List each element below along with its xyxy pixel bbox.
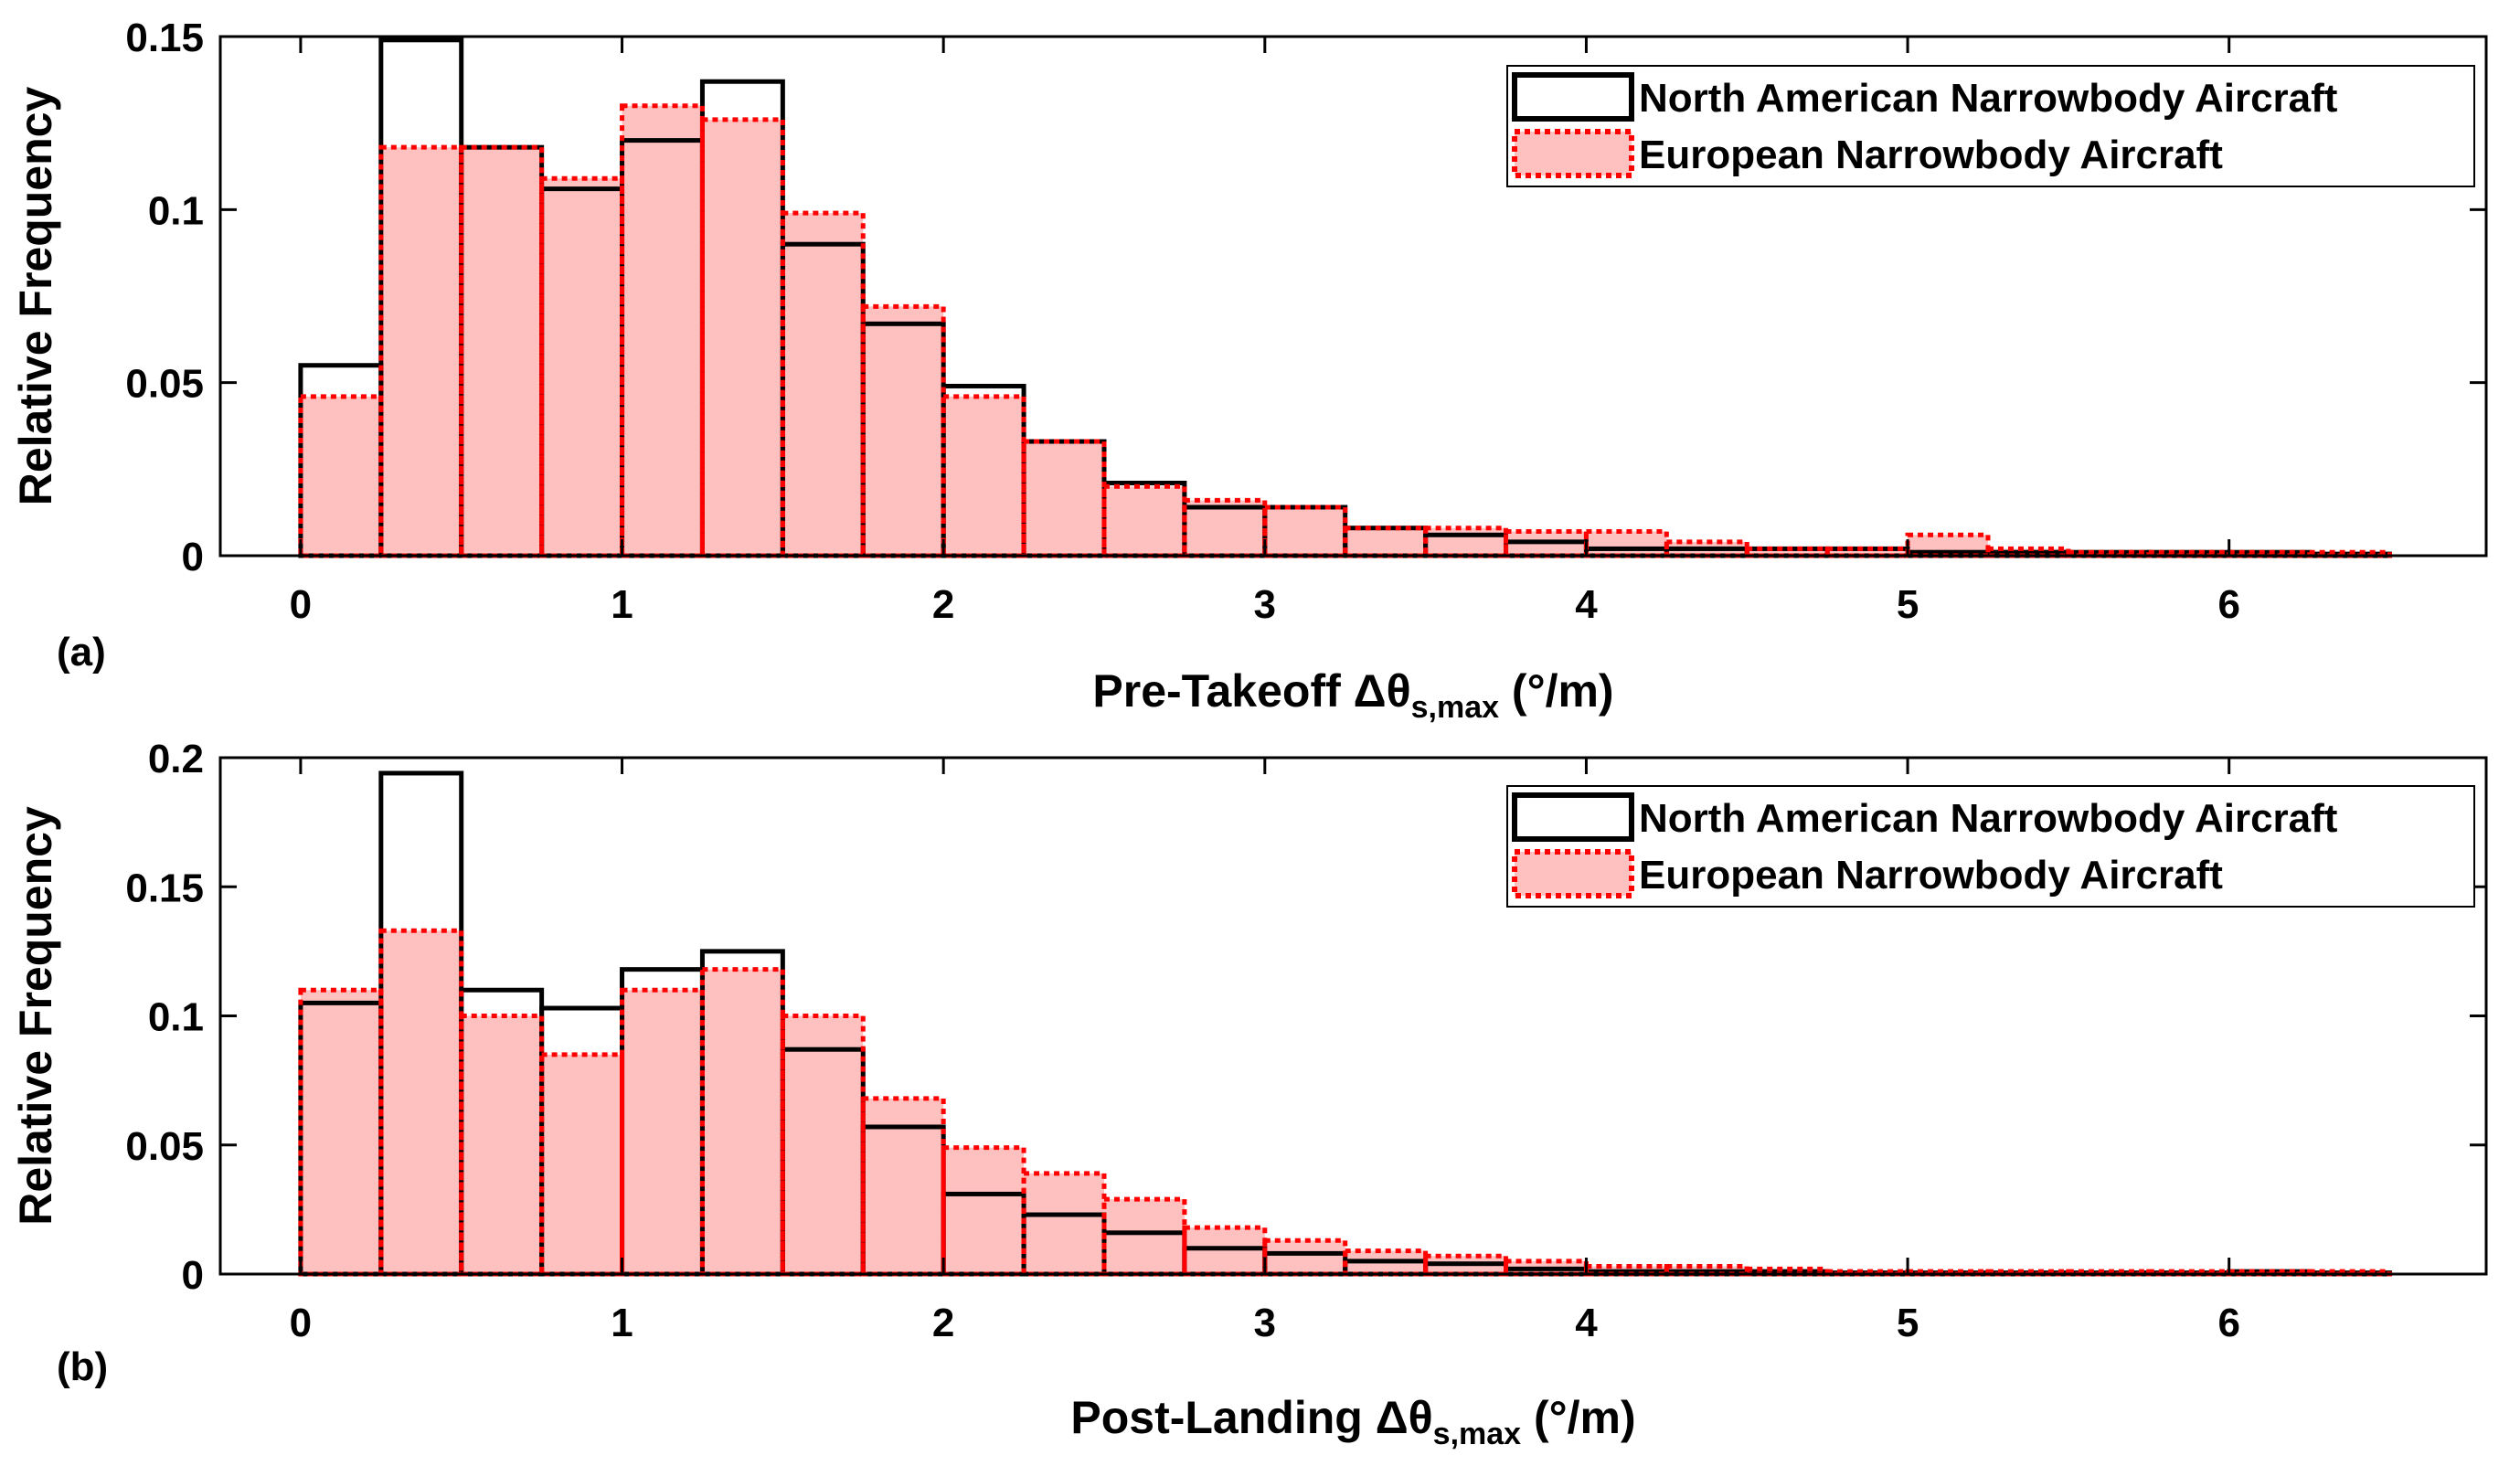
- x-axis-title-unit-b: (°/m): [1521, 1392, 1636, 1443]
- legend-entry-european-a: European Narrowbody Aircraft: [1639, 133, 2223, 177]
- european-bar-outline-b-11: [1182, 1225, 1268, 1277]
- european-bar-a-4: [622, 105, 703, 556]
- european-bar-b-12: [1264, 1240, 1345, 1274]
- legend-box-b: [1506, 785, 2475, 908]
- ticks-a: 0 1 2 3 4 5 6 0 0.05 0.1 0.15: [125, 16, 2486, 627]
- european-bar-a-16: [1586, 531, 1667, 556]
- x-tick-label-b-6: 6: [2217, 1301, 2239, 1345]
- european-bars-a: [300, 105, 2390, 556]
- legend-swatch-european-a: [1512, 129, 1634, 178]
- european-bar-a-5: [702, 119, 783, 556]
- x-tick-label-a-1: 1: [611, 582, 633, 627]
- legend-swatch-north-american-b: [1512, 792, 1634, 842]
- european-bar-a-10: [1103, 486, 1185, 556]
- y-tick-label-a-2: 0.1: [148, 188, 204, 233]
- ticks-b: 0 1 2 3 4 5 6 0 0.05 0.1 0.15 0.2: [125, 737, 2486, 1345]
- x-axis-title-unit-a: (°/m): [1499, 665, 1614, 717]
- axes-box-a: [218, 35, 2488, 558]
- european-bar-b-5: [702, 969, 783, 1274]
- y-axis-title-a: Relative Frequency: [10, 87, 61, 506]
- european-bar-a-8: [943, 396, 1025, 556]
- x-axis-title-main-b: Post-Landing Δθ: [1070, 1392, 1432, 1443]
- panel-label-b: (b): [57, 1344, 108, 1389]
- european-bar-b-0: [300, 990, 381, 1274]
- european-bar-outline-a-10: [1101, 483, 1187, 558]
- x-tick-label-a-3: 3: [1254, 582, 1276, 627]
- european-bar-b-10: [1103, 1199, 1185, 1274]
- chart-panel-a: 0 1 2 3 4 5 6 0 0.05 0.1 0.15 Relative Frequency P…: [10, 16, 2488, 725]
- x-tick-label-b-2: 2: [932, 1301, 954, 1345]
- european-bar-a-3: [541, 178, 622, 556]
- legend-entry-north-american-a: North American Narrowbody Aircraft: [1639, 76, 2338, 121]
- european-bar-a-7: [863, 306, 944, 556]
- chart-panel-b: 0 1 2 3 4 5 6 0 0.05 0.1 0.15 0.2 Relative Frequenc…: [10, 737, 2488, 1451]
- european-bar-a-1: [380, 147, 462, 556]
- european-bar-b-11: [1184, 1227, 1265, 1274]
- y-axis-title-b: Relative Frequency: [10, 806, 61, 1226]
- x-tick-label-a-4: 4: [1575, 582, 1598, 627]
- y-tick-label-b-2: 0.1: [148, 995, 204, 1040]
- y-tick-label-a-1: 0.05: [125, 362, 204, 407]
- european-bar-a-12: [1264, 506, 1345, 556]
- legend-box-a: [1506, 65, 2475, 187]
- legend-entry-north-american-b: North American Narrowbody Aircraft: [1639, 796, 2338, 841]
- x-tick-label-b-5: 5: [1897, 1301, 1919, 1345]
- y-tick-label-a-3: 0.15: [125, 16, 204, 60]
- european-bar-a-9: [1024, 441, 1104, 556]
- european-bar-outline-b-2: [459, 1014, 545, 1277]
- y-tick-label-b-3: 0.15: [125, 866, 204, 910]
- european-bars-b: [300, 930, 2390, 1274]
- x-tick-label-b-0: 0: [290, 1301, 312, 1345]
- legend-b: North American Narrowbody Aircraft Europ…: [1506, 785, 2475, 908]
- panel-label-a: (a): [57, 630, 106, 675]
- x-tick-label-b-1: 1: [611, 1301, 633, 1345]
- y-tick-label-b-0: 0: [182, 1253, 204, 1298]
- x-tick-label-a-2: 2: [932, 582, 954, 627]
- european-bar-b-8: [943, 1147, 1025, 1274]
- european-bar-outline-a-14: [1423, 526, 1509, 558]
- european-bar-b-4: [622, 990, 703, 1274]
- legend-swatch-european-b: [1512, 849, 1634, 898]
- y-tick-label-b-4: 0.2: [148, 737, 204, 781]
- european-bar-a-14: [1425, 527, 1506, 556]
- x-axis-title-b: Post-Landing Δθs,max (°/m): [1070, 1392, 1635, 1451]
- european-bar-outline-b-6: [780, 1014, 866, 1277]
- x-tick-label-b-3: 3: [1254, 1301, 1276, 1345]
- european-bar-b-9: [1024, 1173, 1104, 1274]
- x-axis-title-a: Pre-Takeoff Δθs,max (°/m): [1092, 665, 1613, 725]
- legend-a: North American Narrowbody Aircraft Europ…: [1506, 65, 2475, 187]
- x-axis-title-sub-b: s,max: [1433, 1417, 1521, 1451]
- european-bar-a-0: [300, 396, 381, 556]
- european-bar-outline-a-1: [378, 144, 464, 558]
- x-tick-label-a-6: 6: [2217, 582, 2239, 627]
- y-tick-label-b-1: 0.05: [125, 1124, 204, 1169]
- x-tick-label-b-4: 4: [1575, 1301, 1598, 1345]
- x-tick-label-a-0: 0: [290, 582, 312, 627]
- x-axis-title-sub-a: s,max: [1411, 690, 1499, 725]
- legend-entry-european-b: European Narrowbody Aircraft: [1639, 853, 2223, 898]
- european-bar-b-2: [461, 1015, 542, 1274]
- european-bar-b-1: [380, 930, 462, 1274]
- european-bar-a-18: [1747, 548, 1828, 556]
- european-bar-b-6: [782, 1015, 864, 1274]
- european-bar-a-19: [1827, 548, 1909, 556]
- european-bar-outline-a-4: [620, 103, 705, 558]
- y-tick-label-a-0: 0: [182, 535, 204, 579]
- european-bar-a-2: [461, 147, 542, 556]
- legend-swatch-north-american-a: [1512, 72, 1634, 122]
- x-axis-title-main-a: Pre-Takeoff Δθ: [1092, 665, 1410, 717]
- european-bar-a-11: [1184, 500, 1265, 556]
- european-bar-outline-a-2: [459, 144, 545, 558]
- x-tick-label-a-5: 5: [1897, 582, 1919, 627]
- european-bar-a-13: [1345, 527, 1426, 556]
- european-bar-a-6: [782, 213, 864, 556]
- european-bar-b-3: [541, 1054, 622, 1274]
